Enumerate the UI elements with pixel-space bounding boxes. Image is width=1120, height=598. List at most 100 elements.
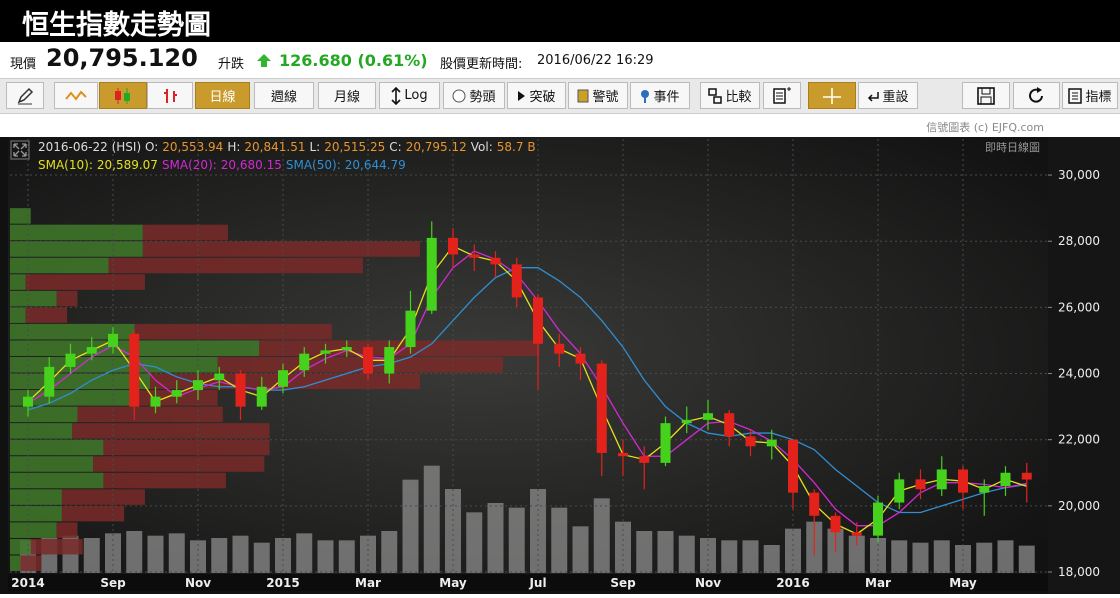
info-label: O: bbox=[144, 140, 159, 154]
draw-button[interactable] bbox=[6, 82, 44, 109]
profile-down-bar bbox=[103, 439, 270, 456]
info-value: 58.7 B bbox=[496, 140, 536, 154]
crosshair-button[interactable] bbox=[808, 82, 856, 109]
button-label: 重設 bbox=[882, 90, 909, 105]
candle-body bbox=[596, 363, 607, 453]
volume-bar bbox=[338, 540, 355, 573]
ohlc-button[interactable] bbox=[147, 82, 193, 109]
profile-up-bar bbox=[10, 307, 26, 323]
candle-body bbox=[44, 366, 55, 397]
info-value: 20,515.25 bbox=[324, 140, 386, 154]
candle-body bbox=[171, 390, 182, 397]
legend-name: SMA(10): bbox=[38, 158, 93, 172]
volume-bar bbox=[593, 498, 610, 573]
momentum-button[interactable]: 勢頭 bbox=[443, 82, 505, 109]
candle-body bbox=[363, 347, 373, 374]
profile-down-bar bbox=[259, 340, 540, 356]
x-tick-label: 2015 bbox=[266, 576, 299, 590]
page-button[interactable] bbox=[763, 82, 801, 109]
y-tick-label: 20,000 bbox=[1058, 499, 1100, 513]
profile-down-bar bbox=[25, 274, 145, 290]
candle-body bbox=[533, 297, 543, 344]
volume-bar bbox=[721, 540, 738, 573]
volume-bar bbox=[933, 540, 950, 573]
profile-down-bar bbox=[30, 538, 83, 555]
weekly-button[interactable]: 週線 bbox=[254, 82, 314, 109]
x-tick-label: 2014 bbox=[11, 576, 44, 590]
candle-body bbox=[618, 452, 628, 457]
candle-body bbox=[936, 469, 947, 490]
compare-button[interactable]: 比較 bbox=[700, 82, 760, 109]
candle-body bbox=[405, 310, 416, 348]
profile-down-bar bbox=[142, 241, 421, 257]
x-axis-strip bbox=[8, 574, 1048, 591]
profile-down-bar bbox=[134, 323, 332, 340]
profile-down-bar bbox=[56, 522, 78, 538]
redo-button[interactable] bbox=[1013, 82, 1060, 109]
candle-body bbox=[788, 439, 798, 493]
credit: 信號圖表 (c) EJFQ.com bbox=[926, 121, 1044, 134]
profile-up-bar bbox=[10, 489, 62, 505]
volume-bar bbox=[508, 507, 525, 573]
volume-bar bbox=[126, 531, 143, 573]
volume-bar bbox=[296, 533, 313, 573]
volume-bar bbox=[636, 531, 653, 573]
expand-icon bbox=[10, 140, 30, 160]
volume-bar bbox=[678, 535, 695, 573]
profile-up-bar bbox=[10, 323, 135, 340]
candle-body bbox=[23, 396, 33, 407]
reset-button[interactable]: 重設 bbox=[858, 82, 918, 109]
profile-up-bar bbox=[10, 406, 78, 423]
log-button[interactable]: Log bbox=[379, 82, 440, 109]
daily-button[interactable]: 日線 bbox=[195, 82, 250, 109]
profile-up-bar bbox=[10, 257, 109, 274]
profile-down-bar bbox=[103, 472, 226, 489]
volume-bar bbox=[232, 535, 249, 573]
x-tick-label: Mar bbox=[355, 576, 381, 590]
change-label: 升跌 bbox=[218, 57, 245, 72]
volume-bar bbox=[742, 540, 759, 573]
x-tick-label: Mar bbox=[865, 576, 891, 590]
volume-bar bbox=[147, 535, 164, 573]
profile-up-bar bbox=[10, 522, 57, 538]
event-button[interactable]: 事件 bbox=[630, 82, 690, 109]
candle-body bbox=[766, 439, 777, 447]
breakout-button[interactable]: 突破 bbox=[507, 82, 566, 109]
x-tick-label: Nov bbox=[695, 576, 721, 590]
candle-body bbox=[490, 257, 501, 265]
info-label: Vol: bbox=[470, 140, 493, 154]
volume-bar bbox=[572, 526, 589, 573]
button-label: 比較 bbox=[725, 90, 752, 105]
profile-up-bar bbox=[10, 472, 104, 489]
y-axis-strip bbox=[1048, 137, 1120, 594]
candle-body bbox=[278, 370, 288, 387]
info-value: 20,553.94 bbox=[162, 140, 224, 154]
candle-body bbox=[86, 347, 97, 354]
x-tick-label: Nov bbox=[185, 576, 211, 590]
y-tick-label: 28,000 bbox=[1058, 234, 1100, 248]
x-tick-label: Sep bbox=[100, 576, 126, 590]
volume-bar bbox=[763, 545, 780, 573]
profile-down-bar bbox=[61, 505, 125, 522]
page-title: 恒生指數走勢圖 bbox=[22, 10, 211, 41]
candle-body bbox=[235, 373, 246, 407]
alert-button[interactable]: 警號 bbox=[568, 82, 628, 109]
candle-body bbox=[129, 333, 140, 407]
volume-bar bbox=[615, 521, 631, 573]
button-label: 指標 bbox=[1085, 90, 1112, 105]
save-button[interactable] bbox=[962, 82, 1010, 109]
info-date: 2016-06-22 bbox=[38, 140, 108, 154]
profile-down-bar bbox=[61, 489, 145, 505]
candle-button[interactable] bbox=[99, 82, 147, 109]
profile-down-bar bbox=[142, 224, 228, 241]
line-chart-button[interactable] bbox=[54, 82, 98, 109]
x-tick-label: May bbox=[949, 576, 977, 590]
volume-bar bbox=[912, 542, 929, 573]
monthly-button[interactable]: 月線 bbox=[318, 82, 376, 109]
candle-body bbox=[851, 532, 862, 536]
indicator-button[interactable]: 指標 bbox=[1062, 82, 1118, 109]
y-tick-label: 30,000 bbox=[1058, 168, 1100, 182]
candle-body bbox=[1000, 472, 1011, 487]
volume-bar bbox=[891, 540, 908, 573]
